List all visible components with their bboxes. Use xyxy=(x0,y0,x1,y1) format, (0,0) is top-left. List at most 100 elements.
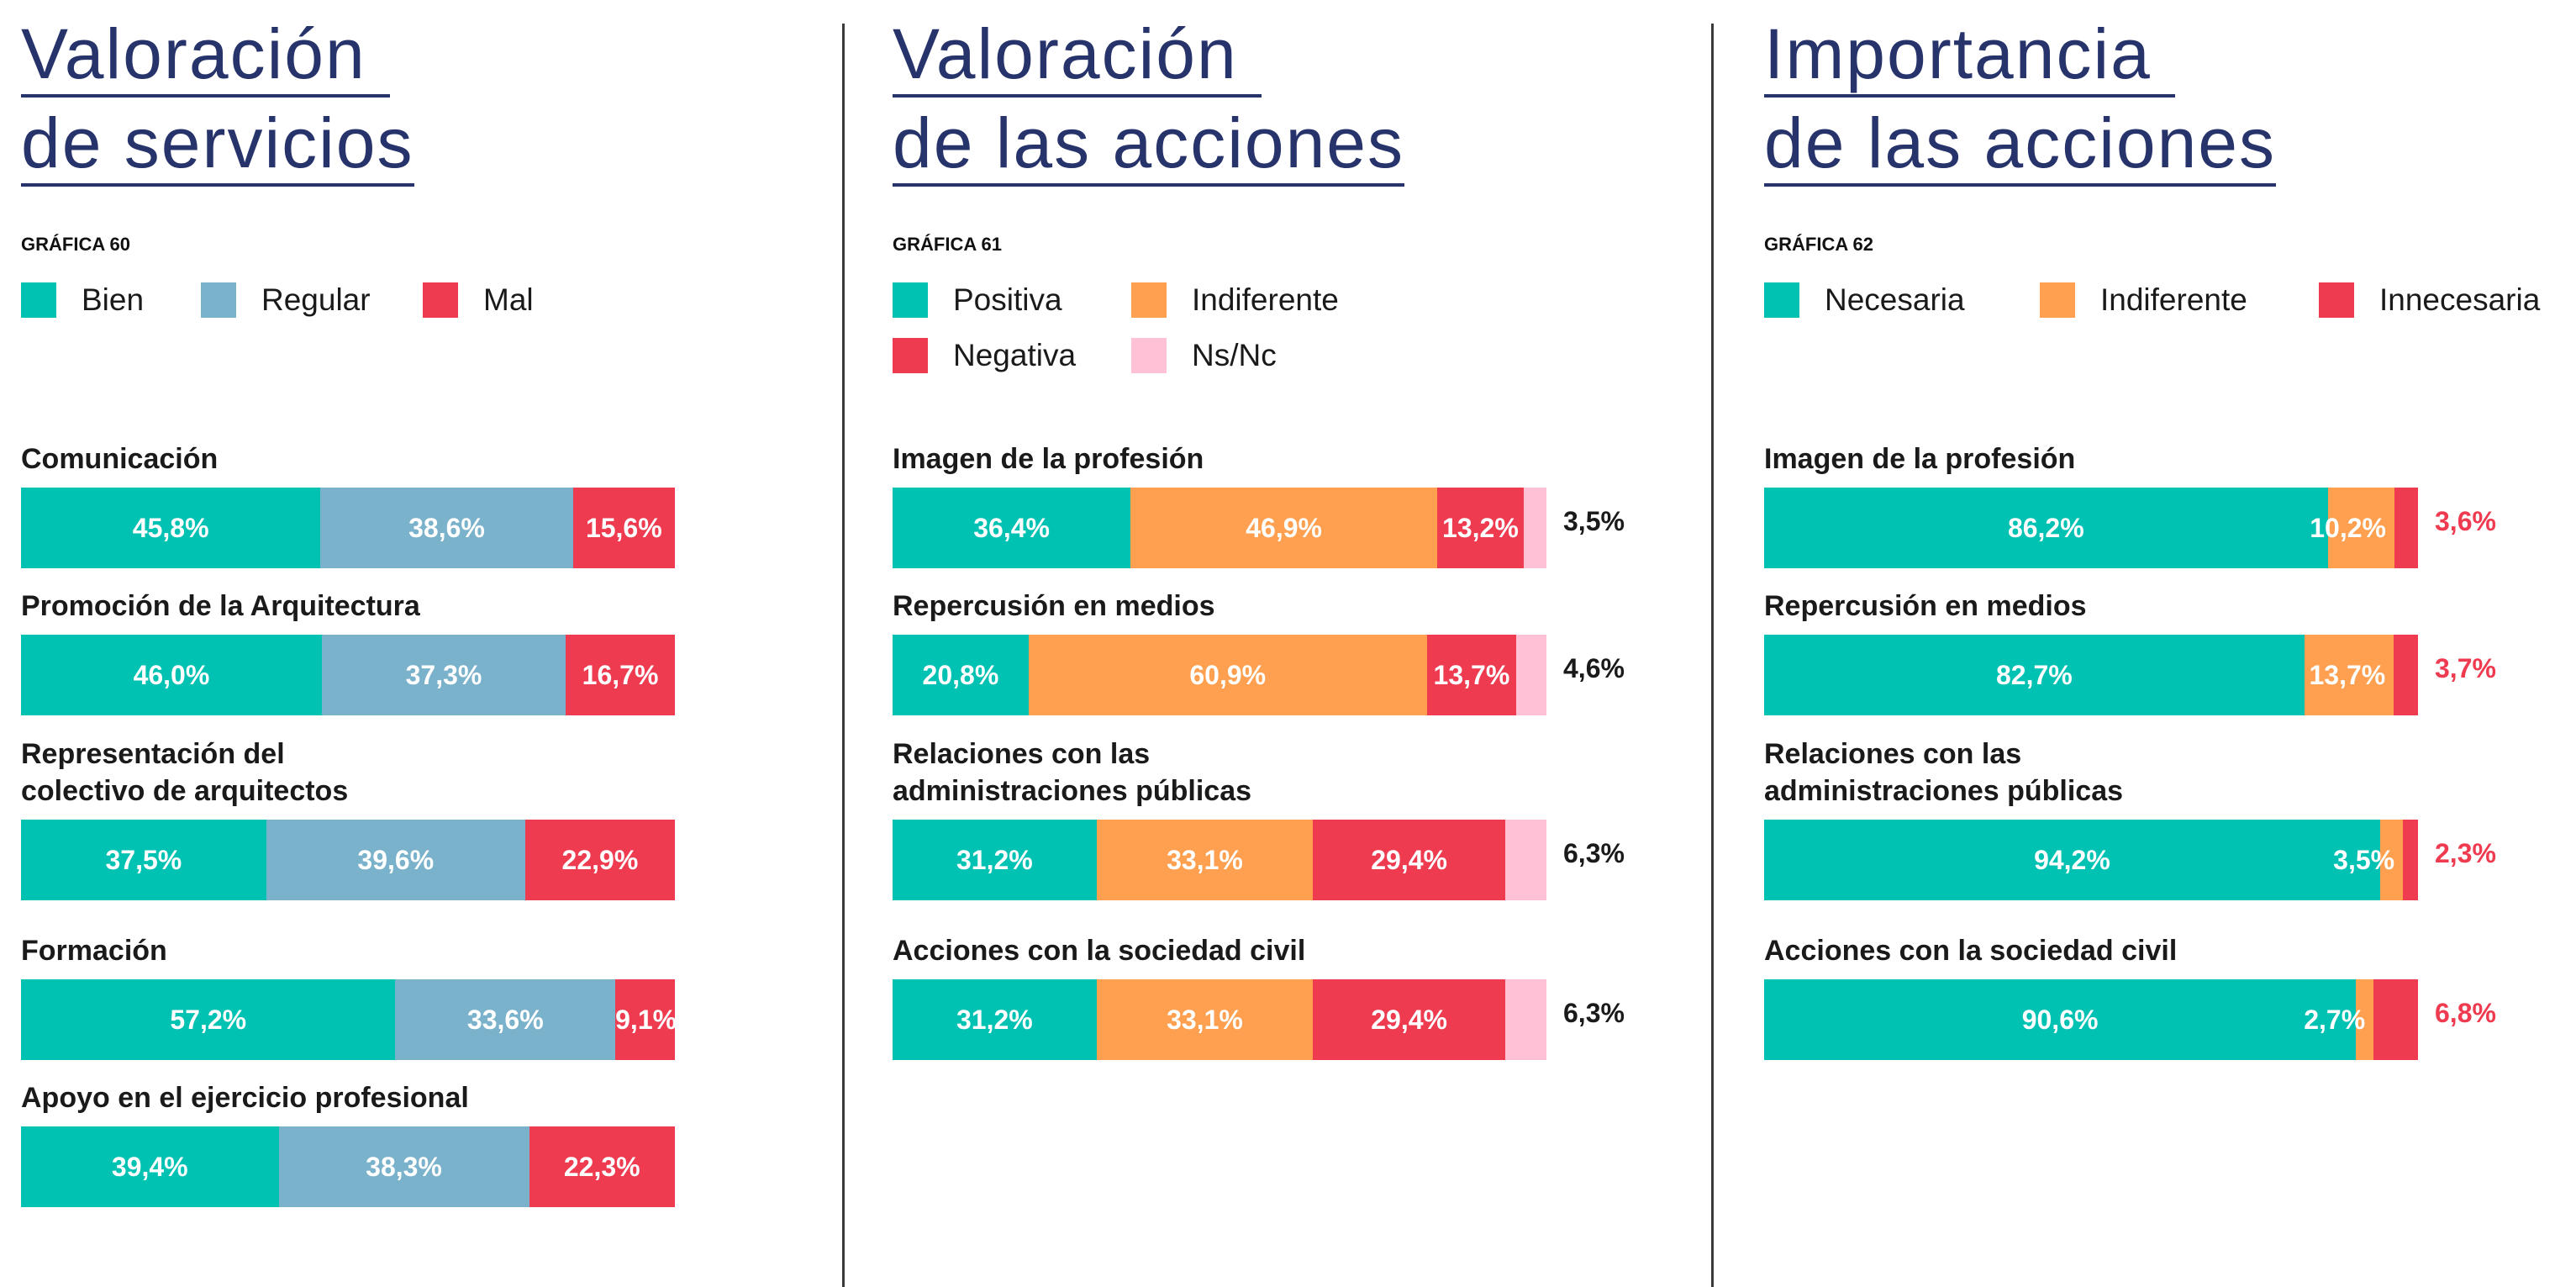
chart-number: GRÁFICA 60 xyxy=(21,234,130,255)
bar-outside-label: 3,7% xyxy=(2435,653,2496,683)
legend-swatch xyxy=(423,282,458,318)
bar-segment-label: 20,8% xyxy=(922,660,999,690)
category-label-line: Repercusión en medios xyxy=(893,590,1215,622)
bar-segment-label: 86,2% xyxy=(2007,513,2084,543)
bar-segment-label: 39,6% xyxy=(357,845,435,875)
stacked-bar: 46,0% 37,3% 16,7% xyxy=(21,635,675,715)
legend-item-bien: Bien xyxy=(21,282,144,318)
bar-segment xyxy=(395,979,616,1060)
bar-segment-label: 46,0% xyxy=(133,660,210,690)
bar-segment-label: 36,4% xyxy=(973,513,1050,543)
legend-label: Indiferente xyxy=(2100,282,2247,317)
bar-segment xyxy=(321,635,566,715)
bar-segment-label: 31,2% xyxy=(956,1005,1033,1035)
legend-swatch xyxy=(201,282,236,318)
legend-swatch xyxy=(2319,282,2354,318)
legend-label: Positiva xyxy=(953,282,1062,317)
bar-segment xyxy=(1764,635,2305,715)
chart-valoracion-servicios: Valoración de servicios GRÁFICA 60 Bien … xyxy=(21,0,828,1287)
bar-segment-label: 94,2% xyxy=(2034,845,2110,875)
legend-swatch xyxy=(2040,282,2075,318)
category-label: Relaciones con las administraciones públi… xyxy=(1764,736,2123,810)
bar-segment-label: 37,3% xyxy=(405,660,482,690)
bar-segment xyxy=(1096,979,1314,1060)
legend-label: Indiferente xyxy=(1192,282,1339,317)
category-label: Apoyo en el ejercicio profesional xyxy=(21,1079,469,1116)
bar-segment xyxy=(266,820,525,900)
bar-segment xyxy=(1313,820,1505,900)
bar-segment-label: 38,3% xyxy=(366,1152,442,1182)
bar-segment xyxy=(1437,488,1524,568)
chart-number: GRÁFICA 62 xyxy=(1764,234,1873,255)
stacked-bar: 31,2% 33,1% 29,4% 6,3% xyxy=(893,979,1625,1060)
bar-outside-label: 3,5% xyxy=(1563,506,1625,536)
category-label-line: administraciones públicas xyxy=(1764,775,2124,807)
bar-segment xyxy=(1426,635,1517,715)
category-label: Promoción de la Arquitectura xyxy=(21,588,420,625)
bar-segment xyxy=(1516,635,1546,715)
category-label-line: Acciones con la sociedad civil xyxy=(893,935,1306,967)
category-label: Repercusión en medios xyxy=(1764,588,2087,625)
legend-item-innecesaria: Innecesaria xyxy=(2319,282,2540,318)
bar-segment xyxy=(1764,820,2380,900)
bar-segment-label: 37,5% xyxy=(105,845,182,875)
category-label-line: Relaciones con las xyxy=(893,738,1151,770)
category-label-line: administraciones públicas xyxy=(893,775,1252,807)
bar-segment xyxy=(21,488,321,568)
legend-item-nsnc: Ns/Nc xyxy=(1131,338,1277,373)
legend-label: Necesaria xyxy=(1825,282,1965,317)
category-label: Imagen de la profesión xyxy=(893,440,1204,477)
bar-segment-label: 90,6% xyxy=(2021,1005,2099,1035)
legend-label: Mal xyxy=(483,282,534,317)
legend-swatch xyxy=(1131,338,1167,373)
category-label-line: Apoyo en el ejercicio profesional xyxy=(21,1082,469,1114)
category-label-line: Relaciones con las xyxy=(1764,738,2022,770)
bar-segment-label: 13,7% xyxy=(2309,660,2386,690)
bar-segment xyxy=(893,635,1029,715)
category-label: Acciones con la sociedad civil xyxy=(1764,932,2177,969)
column-divider-left xyxy=(842,24,845,1287)
bar-segment-label: 33,6% xyxy=(466,1005,544,1035)
bar-segment-label: 60,9% xyxy=(1189,660,1267,690)
bar-segment xyxy=(615,979,675,1060)
chart-valoracion-acciones: Valoración de las acciones GRÁFICA 61 Po… xyxy=(893,0,1699,1287)
bar-outside-label: 6,8% xyxy=(2435,998,2496,1028)
bar-segment-label: 2,7% xyxy=(2304,1005,2366,1035)
bar-segment-label: 46,9% xyxy=(1246,513,1322,543)
chart-title-line-1: Valoración xyxy=(893,18,1262,98)
bar-segment xyxy=(572,488,675,568)
bar-segment-label: 33,1% xyxy=(1167,1005,1243,1035)
bar-segment xyxy=(2394,488,2418,568)
legend-swatch xyxy=(21,282,56,318)
chart-number: GRÁFICA 61 xyxy=(893,234,1002,255)
bar-segment xyxy=(1764,979,2357,1060)
bar-segment xyxy=(893,979,1097,1060)
bar-segment xyxy=(21,1126,279,1207)
category-label-line: Promoción de la Arquitectura xyxy=(21,590,420,622)
legend-label: Bien xyxy=(82,282,145,317)
legend-item-regular: Regular xyxy=(201,282,371,318)
chart-title-line-1: Valoración xyxy=(21,18,390,98)
category-label-line: Representación del xyxy=(21,738,285,770)
bar-segment xyxy=(1764,488,2328,568)
bar-segment-label: 38,6% xyxy=(408,513,485,543)
bar-segment-label: 13,7% xyxy=(1433,660,1510,690)
bar-segment xyxy=(2394,635,2418,715)
chart-importancia-acciones: Importancia de las acciones GRÁFICA 62 N… xyxy=(1764,0,2571,1287)
stacked-bar: 90,6% 2,7% 6,8% xyxy=(1764,979,2496,1060)
bar-segment-label: 33,1% xyxy=(1167,845,1243,875)
bar-segment xyxy=(893,820,1097,900)
bar-segment-label: 9,1% xyxy=(615,1005,677,1035)
bar-segment-label: 22,3% xyxy=(563,1152,640,1182)
bar-segment-label: 13,2% xyxy=(1442,513,1519,543)
bar-segment-label: 29,4% xyxy=(1371,845,1447,875)
chart-title-line-1: Importancia xyxy=(1764,18,2175,98)
legend-item-mal: Mal xyxy=(423,282,534,318)
bar-segment-label: 31,2% xyxy=(956,845,1033,875)
category-label-line: Acciones con la sociedad civil xyxy=(1764,935,2178,967)
legend-item-indiferente: Indiferente xyxy=(2040,282,2247,318)
stacked-bar: 37,5% 39,6% 22,9% xyxy=(21,820,675,900)
stacked-bar: 94,2% 3,5% 2,3% xyxy=(1764,820,2496,900)
bar-segment-label: 15,6% xyxy=(585,513,662,543)
bar-segment xyxy=(1504,979,1546,1060)
